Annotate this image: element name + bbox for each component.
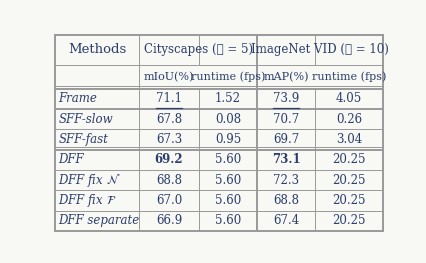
Text: 69.7: 69.7 <box>272 133 299 146</box>
Text: 5.60: 5.60 <box>214 194 241 207</box>
Text: 20.25: 20.25 <box>331 214 365 227</box>
Text: runtime (fps): runtime (fps) <box>190 71 265 82</box>
Text: Frame: Frame <box>58 92 97 105</box>
Text: 20.25: 20.25 <box>331 174 365 187</box>
Text: mAP(%): mAP(%) <box>263 72 308 82</box>
Text: 3.04: 3.04 <box>335 133 361 146</box>
Text: 0.95: 0.95 <box>214 133 241 146</box>
Text: DFF separate: DFF separate <box>58 214 139 227</box>
Text: 67.0: 67.0 <box>155 194 181 207</box>
Text: runtime (fps): runtime (fps) <box>311 71 385 82</box>
Text: 71.1: 71.1 <box>155 92 181 105</box>
Text: DFF fix $\mathcal{N}$: DFF fix $\mathcal{N}$ <box>58 172 121 189</box>
Text: DFF: DFF <box>58 153 84 166</box>
Text: 20.25: 20.25 <box>331 194 365 207</box>
Text: 5.60: 5.60 <box>214 153 241 166</box>
Text: 73.9: 73.9 <box>272 92 299 105</box>
Text: 4.05: 4.05 <box>335 92 361 105</box>
Text: 67.3: 67.3 <box>155 133 181 146</box>
Text: 72.3: 72.3 <box>272 174 299 187</box>
Text: 67.4: 67.4 <box>272 214 299 227</box>
Text: 67.8: 67.8 <box>155 113 181 126</box>
Text: mIoU(%): mIoU(%) <box>144 72 194 82</box>
Text: 5.60: 5.60 <box>214 214 241 227</box>
Text: 73.1: 73.1 <box>271 153 300 166</box>
Text: SFF-fast: SFF-fast <box>58 133 108 146</box>
Text: 5.60: 5.60 <box>214 174 241 187</box>
Text: ImageNet VID (ℓ = 10): ImageNet VID (ℓ = 10) <box>250 43 388 56</box>
Text: 20.25: 20.25 <box>331 153 365 166</box>
Text: 68.8: 68.8 <box>273 194 299 207</box>
Text: 0.26: 0.26 <box>335 113 361 126</box>
Text: 70.7: 70.7 <box>272 113 299 126</box>
Text: DFF fix $\mathcal{F}$: DFF fix $\mathcal{F}$ <box>58 192 117 209</box>
Text: Methods: Methods <box>68 43 126 56</box>
Text: SFF-slow: SFF-slow <box>58 113 113 126</box>
Text: 1.52: 1.52 <box>214 92 240 105</box>
Text: Cityscapes (ℓ = 5): Cityscapes (ℓ = 5) <box>143 43 252 56</box>
Text: 0.08: 0.08 <box>214 113 240 126</box>
Text: 68.8: 68.8 <box>155 174 181 187</box>
Text: 66.9: 66.9 <box>155 214 181 227</box>
Text: 69.2: 69.2 <box>154 153 183 166</box>
